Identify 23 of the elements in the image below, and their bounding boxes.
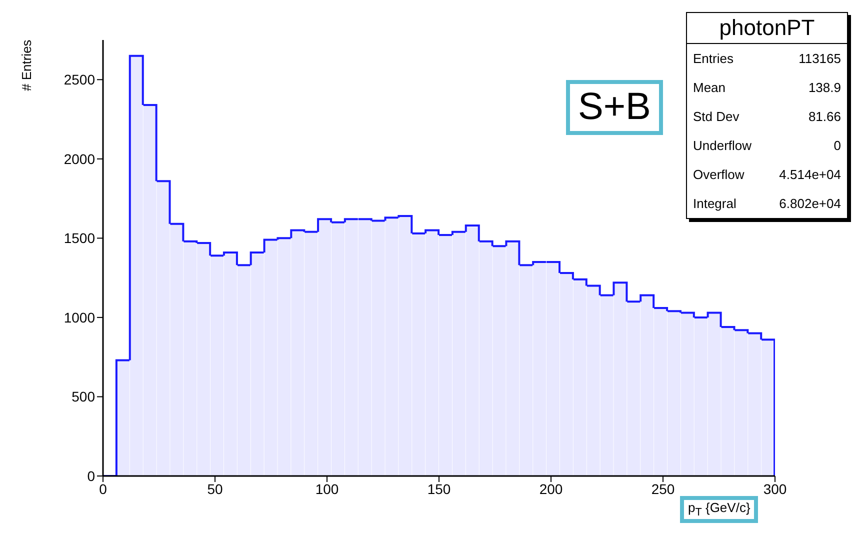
y-axis-title: # Entries <box>18 40 34 94</box>
y-tick-label: 0 <box>87 468 96 484</box>
x-tick-label: 100 <box>315 480 339 497</box>
y-tick-label: 2500 <box>64 72 96 88</box>
y-tick-label: 1500 <box>64 230 96 246</box>
text: Mean 138.9 <box>693 80 841 95</box>
annotation: S+B <box>566 80 663 135</box>
x-tick-label: 150 <box>427 480 451 497</box>
text: Underflow 0 <box>693 138 841 153</box>
x-tick-label: 300 <box>763 480 787 497</box>
annotation: photonPT <box>687 13 847 44</box>
text: Overflow 4.514e+04 <box>693 167 841 182</box>
text: Std Dev 81.66 <box>693 109 841 124</box>
x-tick-label: 200 <box>539 480 563 497</box>
text: Integral 6.802e+04 <box>693 196 841 211</box>
x-axis-title: p$_{T}$ {GeV/c} <box>680 496 758 523</box>
text: Entries 113165 <box>693 51 841 66</box>
x-tick-label: 50 <box>207 480 223 497</box>
y-tick-label: 1000 <box>64 309 96 326</box>
y-tick-label: 2000 <box>64 150 96 167</box>
y-tick-label: 500 <box>72 388 96 405</box>
x-tick-label: 0 <box>99 480 108 497</box>
x-tick-label: 250 <box>651 480 675 497</box>
